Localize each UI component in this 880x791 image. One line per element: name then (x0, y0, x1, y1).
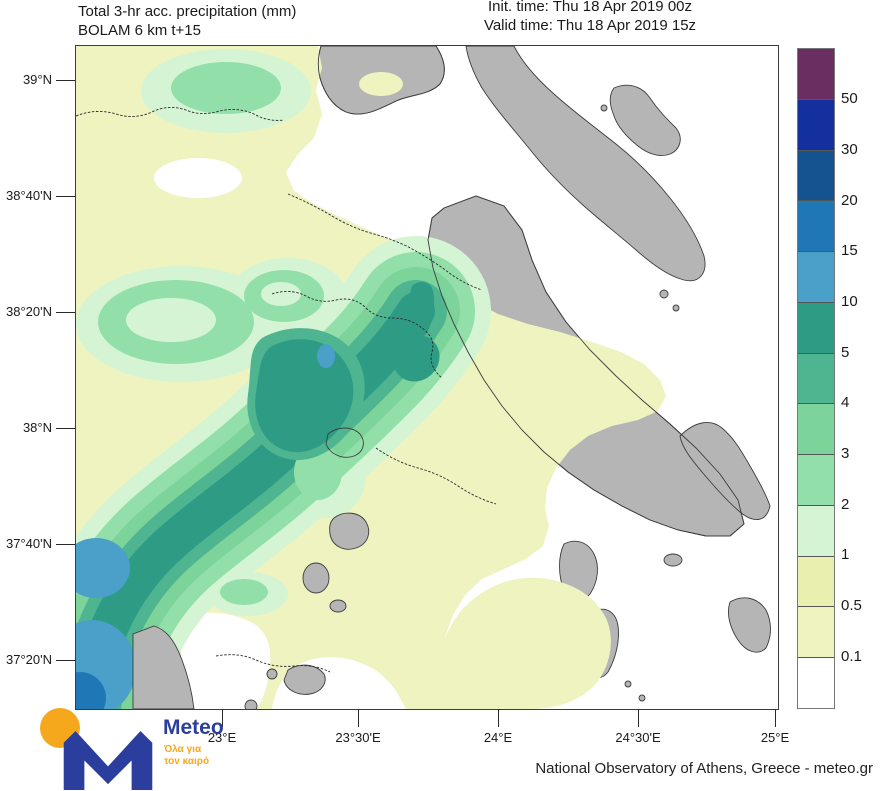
cbar-label: 10 (841, 293, 858, 310)
cbar-seg-30-50 (798, 99, 834, 151)
cbar-seg-20-30 (798, 150, 834, 202)
max-10-15mm-spot (317, 344, 335, 368)
init-time: Init. time: Thu 18 Apr 2019 00z (487, 0, 693, 15)
poros-island (329, 599, 347, 613)
admin-boundaries (76, 107, 497, 673)
cbar-label: 20 (841, 192, 858, 209)
cbar-label: 3 (841, 445, 850, 462)
skyros-island (609, 84, 681, 157)
cbar-seg-4-5 (798, 353, 834, 405)
tinos-island (727, 597, 771, 653)
lat-label: 39°N (22, 72, 52, 87)
credit-text: National Observatory of Athens, Greece -… (535, 760, 873, 777)
aegina-island (329, 512, 370, 550)
dokos-island (266, 668, 278, 680)
core-1-2mm-dip (126, 298, 216, 342)
cbar-seg-5-10 (798, 302, 834, 354)
map-title: Total 3-hr acc. precipitation (mm) (78, 3, 297, 20)
lon-tick (775, 709, 776, 727)
lon-label: 24°30'E (615, 730, 661, 745)
cbar-seg-0p1-0p5 (798, 607, 834, 659)
lon-tick (358, 709, 359, 727)
title-block: Total 3-hr acc. precipitation (mm) BOLAM… (78, 2, 296, 40)
lat-tick (56, 80, 75, 81)
lat-label: 38°N (22, 420, 52, 435)
lon-tick (498, 709, 499, 727)
cbar-seg-2-3 (798, 455, 834, 506)
precip-0p1-1mm-southeast (428, 577, 611, 709)
meteo-logo[interactable]: Meteo Όλα για τον καιρό (30, 700, 240, 791)
lon-label: 25°E (760, 730, 790, 745)
map-canvas (76, 46, 778, 709)
logo-brand-text: Meteo (163, 716, 224, 739)
lat-tick (56, 312, 75, 313)
petalioi-islet (672, 304, 680, 312)
cbar-seg-10-15 (798, 252, 834, 303)
core-5-10mm-main (255, 339, 354, 453)
islet (600, 104, 608, 112)
cbar-seg-0p5-1 (798, 556, 834, 608)
lat-label: 37°20'N (6, 652, 52, 667)
gyaros-island (663, 553, 683, 567)
islet (638, 694, 646, 702)
precipitation-map (75, 45, 779, 710)
lat-tick (56, 428, 75, 429)
logo-tagline: Όλα για τον καιρό (164, 744, 210, 767)
core-1-2mm-dip (261, 282, 301, 306)
lat-label: 38°40'N (6, 188, 52, 203)
salamis-outline (325, 427, 364, 458)
cbar-seg-3-4 (798, 404, 834, 456)
islet (624, 680, 632, 688)
cbar-label: 15 (841, 242, 858, 259)
lon-label: 24°E (483, 730, 513, 745)
hydra-island (283, 664, 326, 695)
cbar-seg-15-20 (798, 201, 834, 253)
core-5-10mm-finger (406, 281, 435, 339)
core-5-10mm-northeast (392, 335, 440, 382)
andros-island (679, 421, 771, 520)
lat-tick (56, 544, 75, 545)
dry-pocket-west (180, 612, 271, 709)
cbar-label: 4 (841, 394, 850, 411)
petalioi-islet (659, 289, 669, 299)
model-subtitle: BOLAM 6 km t+15 (78, 22, 201, 39)
lat-tick (56, 196, 75, 197)
cbar-seg-50plus (798, 49, 834, 100)
cbar-label: 30 (841, 141, 858, 158)
methana-island (302, 562, 330, 594)
precipitation-colorbar (797, 48, 835, 709)
precip-patch-on-land (359, 72, 403, 96)
cbar-label: 2 (841, 496, 850, 513)
logo-m-icon (63, 728, 153, 791)
cbar-label: 50 (841, 90, 858, 107)
lon-tick (638, 709, 639, 727)
max-10-15mm (76, 538, 130, 598)
lon-label: 23°30'E (335, 730, 381, 745)
cbar-seg-0 (798, 658, 834, 708)
lon-tick (222, 709, 223, 727)
time-block: Init. time: Thu 18 Apr 2019 00z Valid ti… (420, 0, 760, 35)
core-2-3mm (171, 62, 281, 114)
core-2-3mm (220, 579, 268, 605)
cbar-label: 0.5 (841, 597, 862, 614)
cbar-label: 5 (841, 344, 850, 361)
cbar-label: 0.1 (841, 648, 862, 665)
peloponnese-strip (132, 625, 195, 709)
max-15-20mm (76, 672, 106, 709)
lat-tick (56, 660, 75, 661)
spetses-island (244, 699, 258, 709)
land-over (132, 512, 370, 709)
coastlines (317, 46, 745, 537)
evia-island (465, 46, 706, 282)
valid-time: Valid time: Thu 18 Apr 2019 15z (483, 17, 697, 34)
cbar-seg-1-2 (798, 505, 834, 557)
lat-label: 38°20'N (6, 304, 52, 319)
lat-label: 37°40'N (6, 536, 52, 551)
cbar-label: 1 (841, 546, 850, 563)
precipitation-field (76, 46, 666, 709)
lon-label: 23°E (207, 730, 237, 745)
dry-hole (154, 158, 242, 198)
